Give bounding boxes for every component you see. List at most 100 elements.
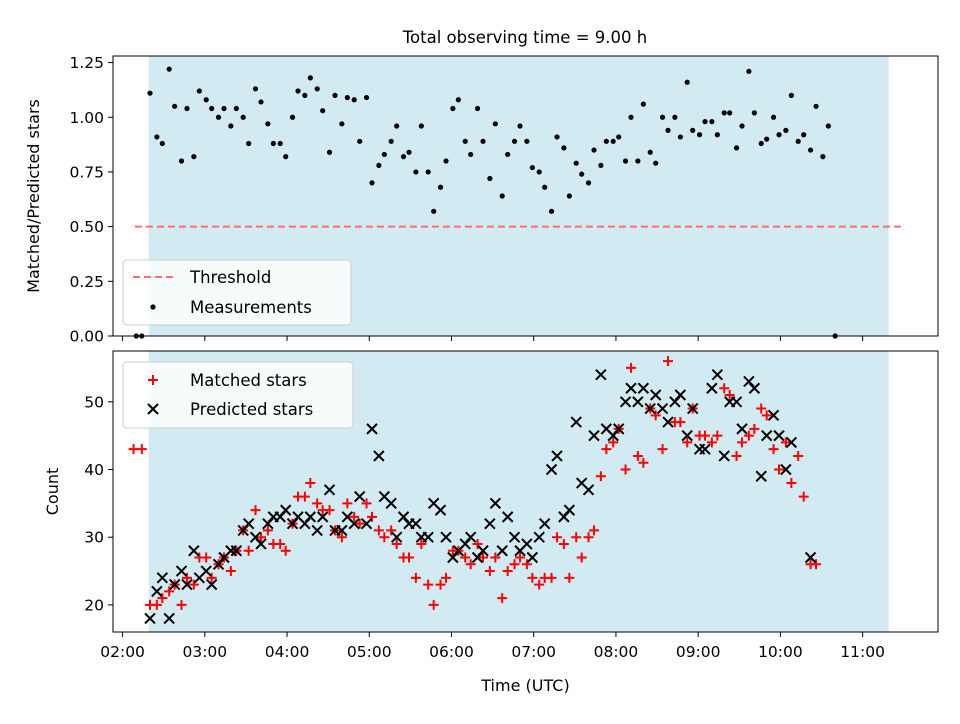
data-point [573, 160, 579, 166]
data-point [502, 566, 513, 577]
data-point [188, 579, 199, 590]
data-point [348, 517, 360, 530]
data-point [746, 68, 752, 74]
data-point [662, 416, 674, 428]
data-point [477, 545, 489, 557]
data-point [489, 497, 502, 510]
data-point [595, 471, 606, 482]
data-point [151, 585, 163, 598]
data-point [363, 94, 370, 101]
data-point [501, 511, 514, 523]
data-point [332, 92, 338, 98]
data-point [354, 518, 365, 529]
data-point [406, 149, 412, 155]
data-point [464, 531, 477, 543]
data-point [579, 171, 585, 177]
data-point [811, 559, 822, 570]
data-point [209, 105, 215, 112]
data-point [312, 498, 323, 509]
data-point [418, 123, 424, 129]
data-point [490, 552, 501, 563]
data-point [712, 430, 723, 441]
data-point [243, 545, 254, 556]
data-point [663, 356, 674, 367]
data-point [588, 429, 600, 442]
data-point [804, 551, 817, 564]
data-point [585, 180, 592, 186]
data-point [136, 444, 147, 455]
data-point [632, 396, 644, 408]
data-point [283, 154, 289, 160]
data-point [566, 193, 572, 199]
data-point [739, 123, 745, 129]
data-point [295, 88, 301, 94]
data-point [820, 154, 826, 160]
data-point [423, 579, 434, 590]
data-point [780, 437, 791, 448]
data-point [455, 97, 461, 103]
data-point [255, 538, 267, 550]
data-point [684, 79, 690, 85]
data-point [743, 430, 754, 441]
data-point [721, 110, 727, 116]
x-tick-label: 06:00 [429, 643, 474, 661]
data-point [320, 108, 326, 114]
data-point [749, 423, 760, 434]
data-point [551, 450, 563, 462]
data-point [431, 208, 437, 214]
data-point [626, 362, 637, 373]
data-point [256, 532, 267, 543]
data-point [342, 498, 353, 509]
legend-label: Predicted stars [190, 400, 313, 419]
data-point [783, 127, 789, 133]
panel-2: 20 30 40 50 02:00 03:00 04:00 05:00 06:00 07:00 08… [43, 350, 939, 695]
data-point [748, 382, 761, 394]
y-axis-label: Count [43, 468, 62, 516]
data-point [635, 158, 641, 164]
data-point [696, 132, 703, 138]
data-point [505, 151, 511, 158]
data-point [203, 97, 209, 103]
data-point [554, 134, 560, 140]
data-point [582, 484, 595, 496]
y-tick-label: 0.00 [69, 328, 104, 346]
data-point [730, 396, 743, 408]
legend-box [122, 361, 354, 429]
data-point [653, 160, 659, 166]
data-point [394, 123, 400, 129]
data-point [649, 389, 662, 401]
data-point [583, 532, 594, 543]
data-point [538, 517, 551, 530]
x-tick-label: 07:00 [511, 643, 556, 661]
legend: Matched stars Predicted stars [122, 361, 354, 429]
data-point [526, 551, 539, 564]
data-point [410, 572, 421, 583]
data-point [706, 437, 717, 448]
data-point [280, 545, 291, 556]
data-point [706, 382, 718, 394]
data-point [353, 490, 366, 503]
data-point [793, 450, 804, 461]
data-point [299, 491, 310, 502]
data-point [386, 525, 397, 536]
data-point [601, 444, 612, 455]
data-point [385, 497, 397, 510]
data-point [598, 162, 604, 168]
series-measurements [133, 66, 838, 339]
y-tick-label: 0.50 [69, 218, 104, 236]
data-point [156, 572, 169, 584]
data-point [595, 368, 607, 381]
data-point [357, 138, 363, 144]
data-point [497, 593, 508, 604]
data-point [154, 134, 160, 140]
data-point [474, 105, 481, 112]
y-tick-label: 50 [84, 393, 104, 411]
series-predicted-stars [144, 368, 817, 625]
data-point [591, 147, 597, 153]
data-point [361, 498, 372, 509]
data-point [517, 123, 523, 129]
y-tick-label: 1.25 [69, 54, 104, 72]
data-point [619, 396, 632, 408]
data-point [612, 423, 625, 435]
